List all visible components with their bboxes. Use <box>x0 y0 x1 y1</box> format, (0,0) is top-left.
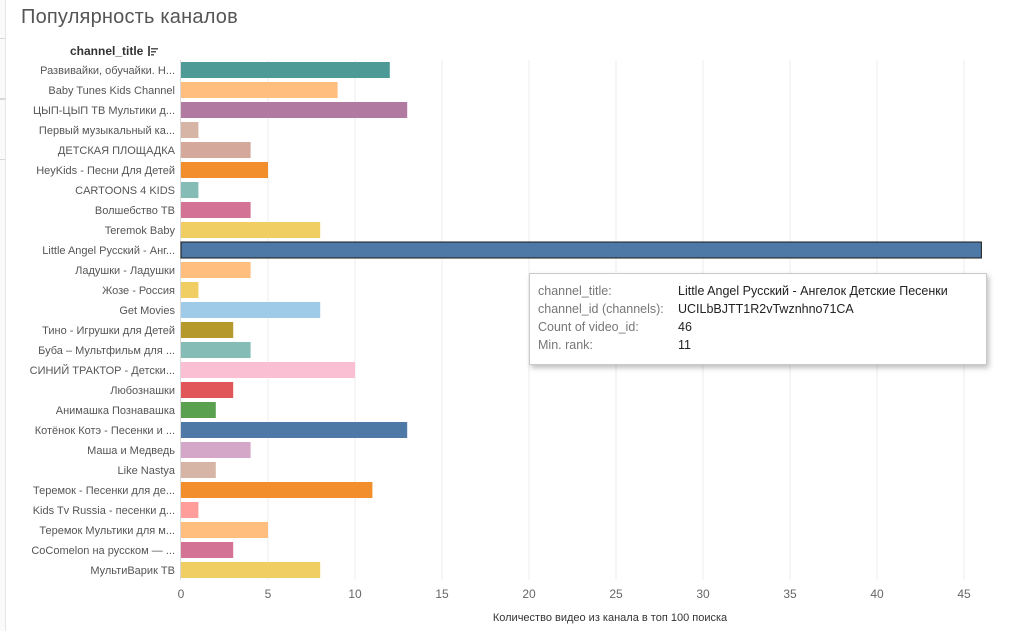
category-label: Get Movies <box>119 305 175 317</box>
category-label: ЦЫП-ЦЫП ТВ Мультики д... <box>33 105 175 117</box>
bar <box>181 562 321 578</box>
x-tick-label: 25 <box>609 587 623 601</box>
bar <box>181 142 251 158</box>
category-label: CARTOONS 4 KIDS <box>75 185 175 197</box>
bar <box>181 182 199 198</box>
category-label: Анимашка Познавашка <box>56 405 176 417</box>
bar <box>181 342 251 358</box>
tooltip-value: UCILbBJTT1R2vTwznhno71CA <box>678 302 854 316</box>
x-tick-label: 20 <box>522 587 536 601</box>
tooltip-key: Count of video_id: <box>538 320 639 334</box>
category-label: Котёнок Котэ - Песенки и ... <box>35 425 175 437</box>
bar <box>181 122 199 138</box>
category-label: CoComelon на русском — ... <box>31 545 175 557</box>
bar <box>181 222 321 238</box>
bar <box>181 62 390 78</box>
category-label: HeyKids - Песни Для Детей <box>36 165 175 177</box>
category-label: Любознашки <box>110 385 175 397</box>
category-label: Kids Tv Russia - песенки д... <box>33 505 175 517</box>
left-panel-edge <box>0 0 6 631</box>
bar <box>181 482 373 498</box>
x-tick-label: 45 <box>957 587 971 601</box>
x-tick-label: 40 <box>870 587 884 601</box>
x-tick-label: 30 <box>696 587 710 601</box>
x-tick-label: 35 <box>783 587 797 601</box>
tooltip-key: channel_id (channels): <box>538 302 664 316</box>
category-label: Маша и Медведь <box>87 445 175 457</box>
bar <box>181 302 321 318</box>
x-tick-label: 10 <box>348 587 362 601</box>
bar <box>181 542 234 558</box>
category-label: Теремок - Песенки для де... <box>33 485 175 497</box>
bar <box>181 522 268 538</box>
category-label: МультиВарик ТВ <box>90 565 175 577</box>
category-label: Теремок Мультики для м... <box>39 525 175 537</box>
sort-descending-icon[interactable] <box>147 45 159 57</box>
bar <box>181 162 268 178</box>
category-label: Первый музыкальный ка... <box>39 125 175 137</box>
bar <box>181 362 355 378</box>
bar <box>181 322 234 338</box>
bar <box>181 102 408 118</box>
tooltip-key: Min. rank: <box>538 338 593 352</box>
tooltip-value: 11 <box>678 338 691 352</box>
bar <box>181 202 251 218</box>
category-label: Ладушки - Ладушки <box>75 265 175 277</box>
bar <box>181 442 251 458</box>
category-label: ДЕТСКАЯ ПЛОЩАДКА <box>58 145 176 157</box>
category-label: Like Nastya <box>118 465 176 477</box>
bar <box>180 241 982 259</box>
tooltip-key: channel_title: <box>538 284 612 298</box>
panel-divider <box>0 38 5 100</box>
x-axis-title: Количество видео из канала в топ 100 пои… <box>493 612 728 624</box>
category-label: Волшебство ТВ <box>95 205 175 217</box>
tooltip-value: 46 <box>678 320 692 334</box>
bar <box>181 402 216 418</box>
category-label: Little Angel Русский - Анг... <box>42 245 175 257</box>
category-label: Развивайки, обучайки. Н... <box>40 65 175 77</box>
category-label: Baby Tunes Kids Channel <box>48 85 175 97</box>
category-label: Жозе - Россия <box>102 285 175 297</box>
tooltip-value: Little Angel Русский - Ангелок Детские П… <box>678 284 948 298</box>
bar <box>181 422 408 438</box>
panel-divider <box>0 98 5 160</box>
category-label: СИНИЙ ТРАКТОР - Детски... <box>30 364 175 377</box>
x-tick-label: 5 <box>265 587 272 601</box>
field-header-channel-title[interactable]: channel_title <box>70 44 144 58</box>
bar <box>181 282 199 298</box>
x-tick-label: 15 <box>435 587 449 601</box>
category-label: Тино - Игрушки для Детей <box>42 325 175 337</box>
tooltip: channel_title: Little Angel Русский - Ан… <box>529 273 987 365</box>
x-tick-label: 0 <box>178 587 185 601</box>
bar <box>181 82 338 98</box>
bar <box>181 502 199 518</box>
bar <box>181 462 216 478</box>
bar <box>181 262 251 278</box>
page-title: Популярность каналов <box>21 6 238 28</box>
category-label: Teremok Baby <box>105 225 176 237</box>
bar <box>181 382 234 398</box>
category-label: Буба – Мультфильм для ... <box>38 345 175 357</box>
